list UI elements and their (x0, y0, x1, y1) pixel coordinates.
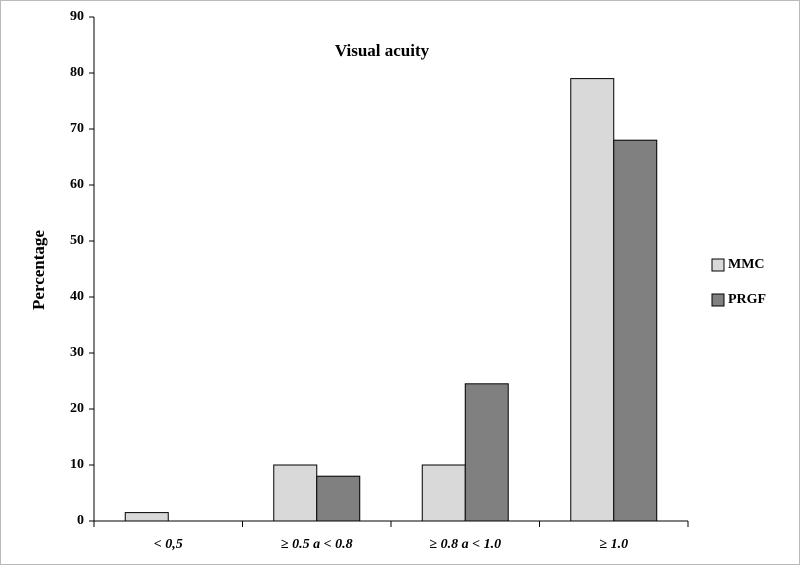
y-tick-label: 0 (77, 513, 84, 528)
bar (613, 139, 658, 522)
y-tick-label: 40 (70, 289, 84, 304)
x-tick-label: < 0,5 (154, 537, 183, 552)
y-tick-label: 20 (70, 401, 84, 416)
chart-title: Visual acuity (335, 41, 430, 60)
bar (124, 512, 169, 522)
y-axis-label: Percentage (29, 230, 48, 310)
y-tick-label: 80 (70, 65, 84, 80)
bar (464, 383, 509, 522)
x-tick-label: ≥ 1.0 (599, 537, 628, 552)
bar (570, 78, 615, 522)
bar (316, 475, 361, 522)
y-tick-label: 50 (70, 233, 84, 248)
y-tick-label: 30 (70, 345, 84, 360)
y-tick-label: 90 (70, 9, 84, 24)
y-tick-label: 70 (70, 121, 84, 136)
bar (421, 464, 466, 522)
legend-swatch (711, 258, 725, 272)
bar (273, 464, 318, 522)
x-tick-label: ≥ 0.5 a < 0.8 (281, 537, 353, 552)
y-tick-label: 10 (70, 457, 84, 472)
x-tick-label: ≥ 0.8 a < 1.0 (429, 537, 501, 552)
legend-label: PRGF (728, 292, 766, 307)
legend-label: MMC (728, 257, 765, 272)
legend-swatch (711, 293, 725, 307)
y-tick-label: 60 (70, 177, 84, 192)
